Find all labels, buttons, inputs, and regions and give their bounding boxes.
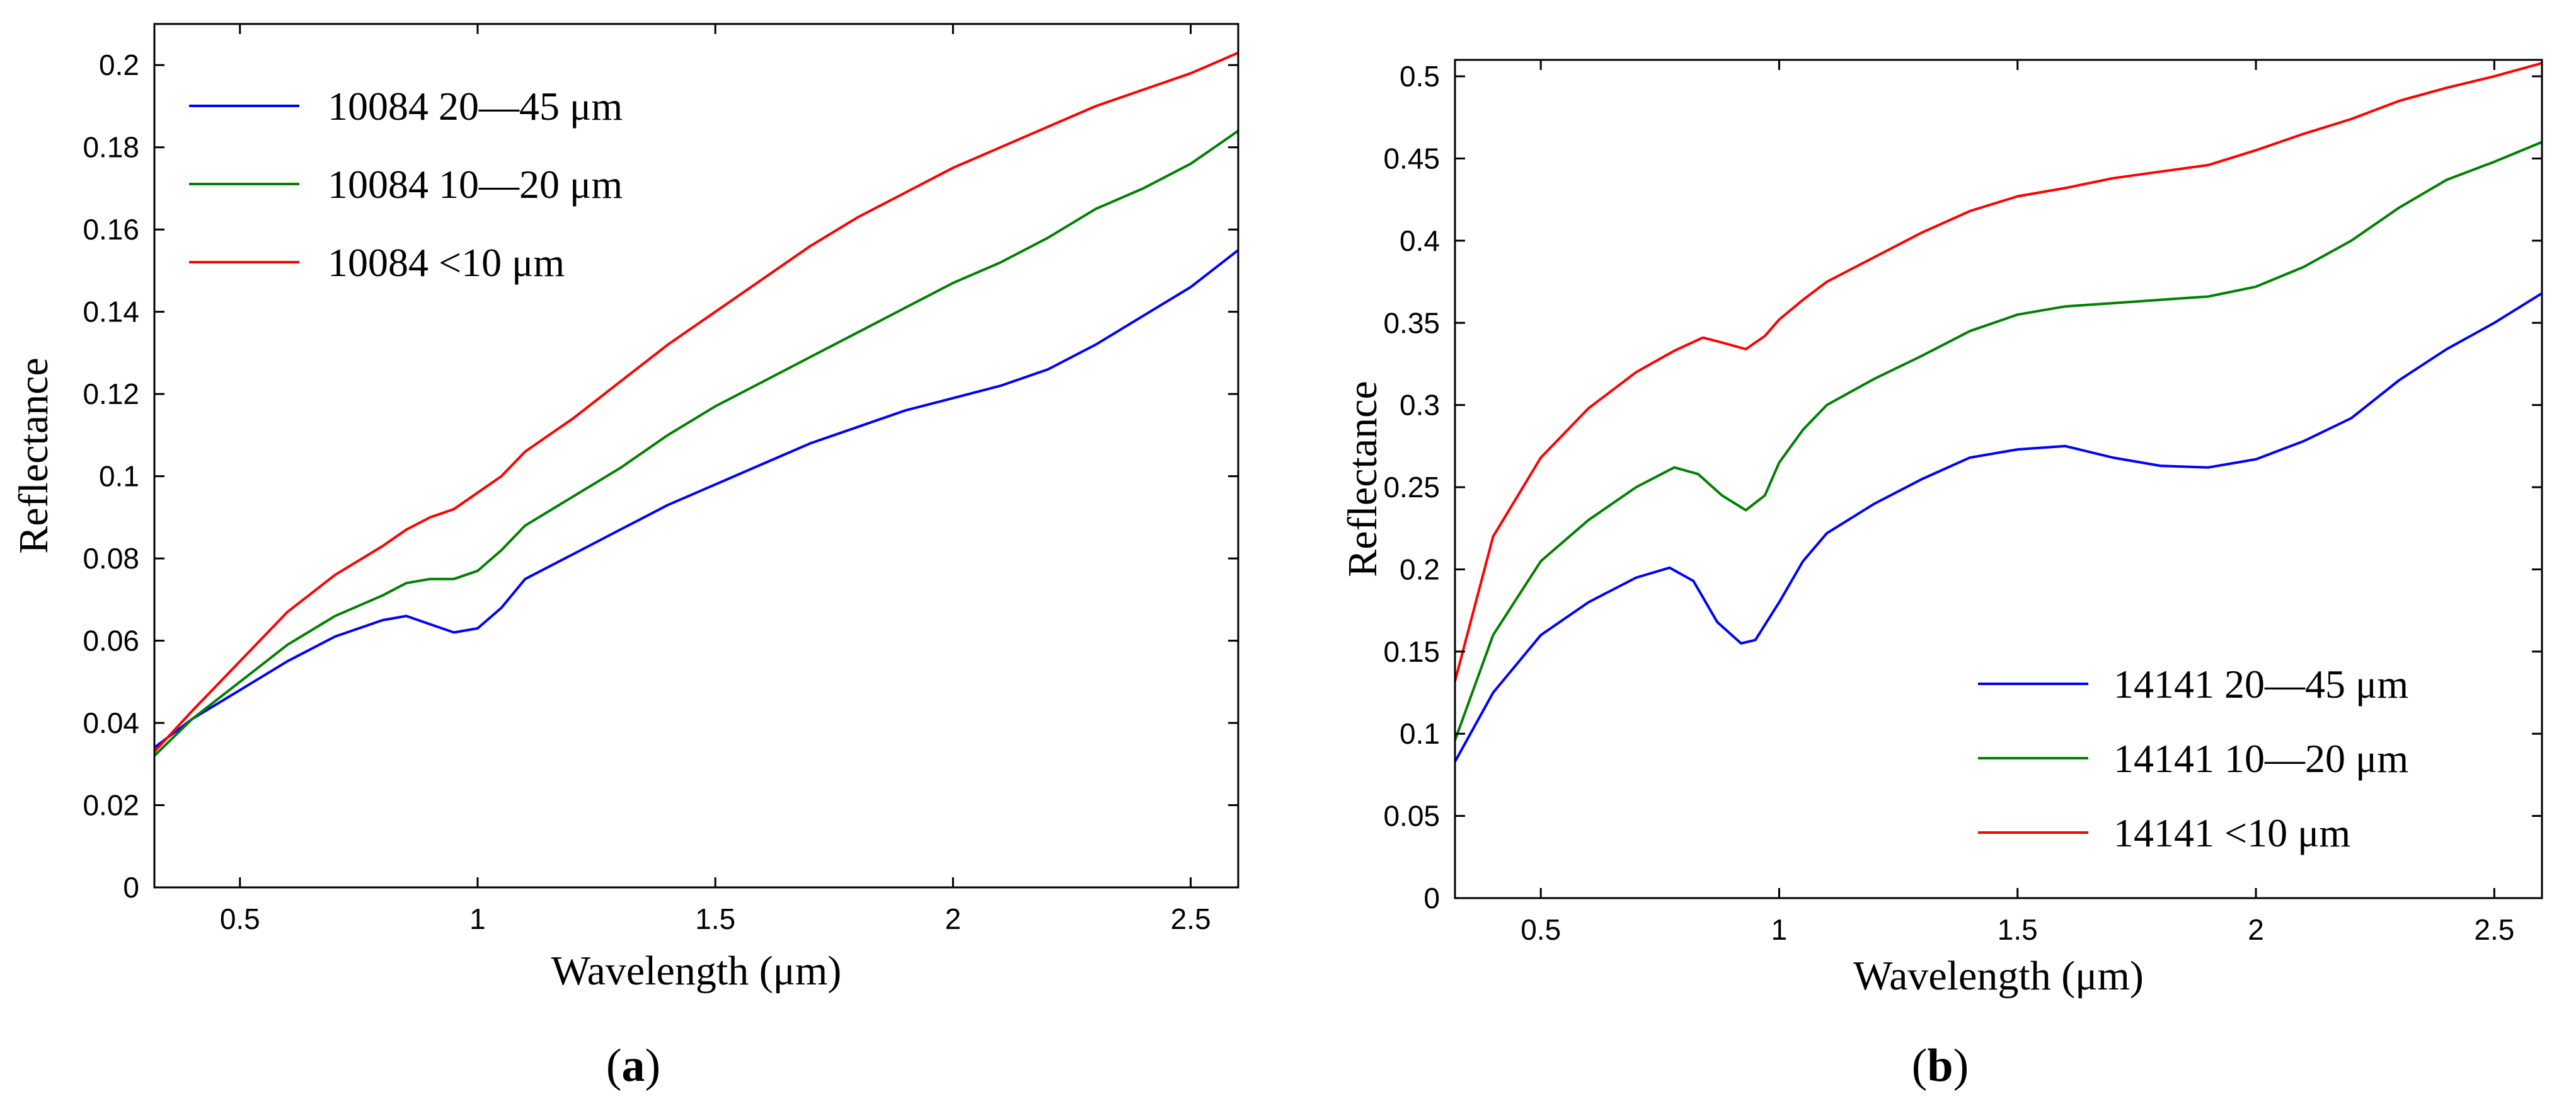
chart-a-series-line-1 xyxy=(154,129,1238,757)
chart-a-y-axis-label: Reflectance xyxy=(11,357,57,553)
chart-a-xtick-label: 1 xyxy=(469,903,486,935)
chart-a-ytick-label: 0.18 xyxy=(83,131,139,164)
figure-panel-a: 0.5 1 1.5 2 2.5 0 0.02 0.04 0.06 0.08 0.1 0.12 0.14 0… xyxy=(11,23,1239,1092)
chart-b-x-axis-label: Wavelength (μm) xyxy=(1853,953,2144,999)
chart-b-ticks: 0.5 1 1.5 2 2.5 0 0.05 0.1 0.15 0.2 0.25 0.3 0.35 0.4… xyxy=(1383,60,2542,946)
chart-b-xtick-label: 0.5 xyxy=(1521,913,1561,946)
chart-a-legend-label-1: 10084 10—20 μm xyxy=(328,162,623,207)
chart-b-ytick-label: 0.35 xyxy=(1383,306,1440,339)
chart-a-ytick-label: 0.14 xyxy=(83,296,139,328)
chart-b-series-line-2 xyxy=(1455,62,2542,682)
chart-a-legend-label-0: 10084 20—45 μm xyxy=(328,84,623,129)
chart-a-series-line-0 xyxy=(154,249,1238,749)
chart-a-ytick-label: 0.08 xyxy=(83,542,139,575)
chart-a-ytick-label: 0.04 xyxy=(83,707,139,739)
chart-b-y-axis-label: Reflectance xyxy=(1340,381,1386,577)
chart-b-xtick-label: 2 xyxy=(2248,913,2264,946)
chart-a-caption-letter: a xyxy=(622,1040,645,1092)
chart-a-plot-frame xyxy=(153,23,1239,889)
chart-b-legend: 14141 20—45 μm 14141 10—20 μm 14141 <10 μm xyxy=(1978,662,2408,855)
chart-b-plot-frame xyxy=(1454,59,2543,899)
chart-b-ytick-label: 0.1 xyxy=(1400,717,1440,750)
chart-a-xtick-label: 2 xyxy=(945,903,962,935)
chart-a-series-line-2 xyxy=(154,51,1238,753)
chart-a-ytick-label: 0.16 xyxy=(83,213,139,246)
chart-a-xtick-label: 2.5 xyxy=(1171,903,1211,935)
chart-a-xtick-label: 0.5 xyxy=(220,903,260,935)
chart-b-legend-label-0: 14141 20—45 μm xyxy=(2113,662,2408,707)
chart-a-ytick-label: 0.12 xyxy=(83,378,139,410)
chart-b-xtick-label: 1 xyxy=(1771,913,1788,946)
chart-b-legend-label-2: 14141 <10 μm xyxy=(2113,810,2350,855)
chart-b-series-line-1 xyxy=(1455,141,2542,741)
chart-b-ytick-label: 0 xyxy=(1423,882,1440,914)
chart-b-svg: 0.5 1 1.5 2 2.5 0 0.05 0.1 0.15 0.2 0.25 0.3 0.35 0.4… xyxy=(1340,59,2543,1092)
chart-a-caption: (a) xyxy=(606,1040,660,1092)
chart-b-xtick-label: 2.5 xyxy=(2474,913,2514,946)
chart-a-legend: 10084 20—45 μm 10084 10—20 μm 10084 <10 μm xyxy=(189,84,623,285)
chart-b-ytick-label: 0.5 xyxy=(1400,60,1440,93)
chart-a-legend-label-2: 10084 <10 μm xyxy=(328,240,565,285)
chart-a-ytick-label: 0.06 xyxy=(83,625,139,657)
chart-a-xtick-label: 1.5 xyxy=(695,903,735,935)
chart-a-series-layer xyxy=(154,51,1238,757)
chart-b-ytick-label: 0.45 xyxy=(1383,142,1440,175)
figure-panel-b: 0.5 1 1.5 2 2.5 0 0.05 0.1 0.15 0.2 0.25 0.3 0.35 0.4… xyxy=(1288,0,2576,1096)
chart-b-series-line-0 xyxy=(1455,292,2542,763)
chart-b-ytick-label: 0.3 xyxy=(1400,389,1440,422)
chart-a-ytick-label: 0 xyxy=(123,871,139,904)
chart-a-ytick-label: 0.02 xyxy=(83,789,139,822)
chart-b-caption: (b) xyxy=(1912,1040,1969,1092)
chart-b-ytick-label: 0.2 xyxy=(1400,553,1440,585)
chart-b-xtick-label: 1.5 xyxy=(1998,913,2038,946)
chart-b-ytick-label: 0.15 xyxy=(1383,635,1440,668)
chart-b-ytick-label: 0.25 xyxy=(1383,471,1440,504)
chart-b-caption-letter: b xyxy=(1927,1040,1953,1092)
chart-a-svg: 0.5 1 1.5 2 2.5 0 0.02 0.04 0.06 0.08 0.1 0.12 0.14 0… xyxy=(11,23,1239,1092)
chart-a-ytick-label: 0.2 xyxy=(99,49,139,81)
chart-a-ticks: 0.5 1 1.5 2 2.5 0 0.02 0.04 0.06 0.08 0.1 0.12 0.14 0… xyxy=(83,24,1238,935)
chart-b-series-layer xyxy=(1455,62,2542,763)
chart-a-ytick-label: 0.1 xyxy=(99,460,139,493)
chart-b-ytick-label: 0.05 xyxy=(1383,800,1440,833)
chart-a-x-axis-label: Wavelength (μm) xyxy=(551,948,842,994)
chart-b-legend-label-1: 14141 10—20 μm xyxy=(2113,736,2408,781)
chart-b-ytick-label: 0.4 xyxy=(1400,224,1440,257)
